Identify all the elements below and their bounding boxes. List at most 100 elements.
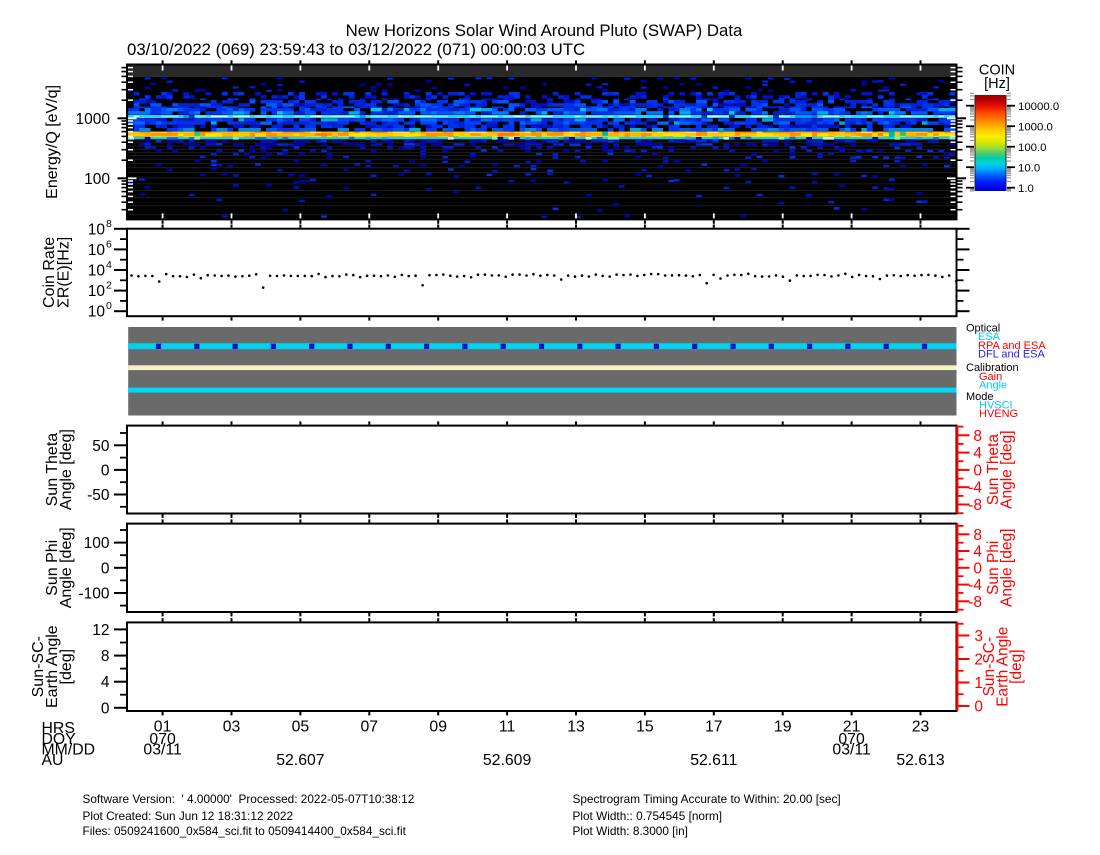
svg-text:0: 0 [101,560,110,577]
svg-text:03/10/2022 (069) 23:59:43 to 0: 03/10/2022 (069) 23:59:43 to 03/12/2022 … [127,40,585,59]
svg-text:Spectrogram Timing Accurate to: Spectrogram Timing Accurate to Within: 2… [573,792,841,806]
svg-text:ESA: ESA [978,331,1001,343]
svg-text:1: 1 [974,675,983,692]
svg-text:4: 4 [106,259,112,271]
svg-text:[Hz]: [Hz] [984,76,1010,92]
svg-text:Sun Phi: Sun Phi [44,540,61,596]
svg-text:10: 10 [88,304,106,321]
svg-text:Earth Angle: Earth Angle [995,627,1012,707]
svg-text:05: 05 [292,719,310,736]
svg-text:0: 0 [974,699,983,716]
svg-text:Software Version: ' 4.00000': Software Version: ' 4.00000' Processed: … [83,792,415,806]
svg-text:Plot Width: 8.3000 [in]: Plot Width: 8.3000 [in] [573,824,688,838]
svg-text:Sun-SC-: Sun-SC- [30,636,47,697]
svg-text:1.0: 1.0 [1018,183,1034,195]
svg-text:100: 100 [84,535,110,552]
svg-text:8: 8 [101,648,110,665]
svg-text:12: 12 [92,622,109,639]
svg-text:11: 11 [499,719,516,736]
svg-text:RPA and ESA: RPA and ESA [978,340,1046,352]
svg-text:[deg]: [deg] [1008,649,1025,683]
svg-text:52.611: 52.611 [690,752,737,769]
svg-text:52.609: 52.609 [483,752,532,769]
svg-text:17: 17 [705,719,723,736]
svg-text:Sun Phi: Sun Phi [985,541,1002,595]
svg-text:-4: -4 [968,480,982,497]
svg-text:09: 09 [429,719,447,736]
svg-text:10: 10 [88,242,106,259]
svg-text:03/11: 03/11 [143,742,182,759]
svg-text:Sun Theta: Sun Theta [985,434,1002,506]
svg-text:HVENG: HVENG [979,408,1018,420]
svg-text:070: 070 [838,731,865,748]
svg-text:Mode: Mode [966,391,994,403]
svg-text:Angle [deg]: Angle [deg] [999,529,1016,607]
svg-text:03/11: 03/11 [832,742,871,759]
svg-text:6: 6 [106,238,112,250]
svg-text:52.613: 52.613 [896,752,945,769]
svg-text:MM/DD: MM/DD [42,742,96,759]
svg-text:19: 19 [774,719,792,736]
svg-text:52.607: 52.607 [276,752,324,769]
svg-text:Coin Rate: Coin Rate [41,237,58,308]
svg-text:Plot Created: Sun Jun 12 18:31: Plot Created: Sun Jun 12 18:31:12 2022 [83,809,294,823]
svg-text:HVSCI: HVSCI [979,400,1013,412]
svg-text:Sun-SC-: Sun-SC- [981,637,998,696]
svg-text:HRS: HRS [42,720,75,737]
svg-text:10000.0: 10000.0 [1018,101,1059,113]
svg-text:[deg]: [deg] [58,649,75,685]
svg-text:-100: -100 [78,586,109,603]
svg-text:21: 21 [843,719,861,736]
svg-text:10: 10 [88,283,106,300]
svg-text:4: 4 [101,674,110,691]
svg-text:10: 10 [88,263,106,280]
svg-text:15: 15 [636,719,654,736]
svg-text:100.0: 100.0 [1018,142,1047,154]
svg-text:070: 070 [149,731,176,748]
svg-text:1000: 1000 [76,111,111,128]
svg-text:100: 100 [84,171,110,188]
svg-text:Files: 0509241600_0x584_sci.fi: Files: 0509241600_0x584_sci.fit to 05094… [83,824,407,838]
svg-text:0: 0 [106,300,112,312]
svg-text:4: 4 [973,445,982,462]
svg-text:2: 2 [974,652,983,669]
svg-text:07: 07 [361,719,379,736]
svg-text:13: 13 [567,719,585,736]
svg-text:0: 0 [101,462,110,479]
svg-text:0: 0 [973,462,982,479]
svg-text:DOY: DOY [42,731,77,748]
svg-text:3: 3 [974,628,983,645]
svg-text:Plot Width:: 0.754545 [norm]: Plot Width:: 0.754545 [norm] [573,809,723,823]
svg-text:50: 50 [92,438,110,455]
svg-text:01: 01 [154,719,172,736]
svg-text:Calibration: Calibration [966,362,1019,374]
svg-text:Energy/Q [eV/q]: Energy/Q [eV/q] [44,85,61,199]
svg-text:1000.0: 1000.0 [1018,122,1053,134]
svg-text:-50: -50 [87,487,110,504]
svg-text:Angle [deg]: Angle [deg] [999,430,1016,508]
svg-text:ΣR(E)[Hz]: ΣR(E)[Hz] [56,237,73,308]
svg-text:0: 0 [101,700,110,717]
svg-text:8: 8 [106,218,112,230]
svg-text:Angle [deg]: Angle [deg] [58,527,75,608]
svg-text:8: 8 [973,527,982,544]
svg-text:-4: -4 [968,577,982,594]
svg-text:03: 03 [223,719,241,736]
svg-text:2: 2 [106,280,112,292]
svg-text:-8: -8 [968,497,982,514]
svg-text:DFL and ESA: DFL and ESA [978,348,1046,360]
svg-text:10.0: 10.0 [1018,163,1040,175]
svg-text:AU: AU [42,752,64,769]
svg-text:23: 23 [912,719,930,736]
svg-text:Angle: Angle [979,380,1007,392]
svg-text:Gain: Gain [979,371,1002,383]
svg-text:4: 4 [973,544,982,561]
svg-text:Angle [deg]: Angle [deg] [58,429,75,510]
svg-text:0: 0 [973,560,982,577]
svg-text:New Horizons Solar Wind Around: New Horizons Solar Wind Around Pluto (SW… [346,21,743,40]
svg-text:Optical: Optical [966,323,1000,335]
svg-text:-8: -8 [968,594,982,611]
svg-text:Earth Angle: Earth Angle [44,625,61,708]
svg-text:COIN: COIN [979,63,1015,79]
svg-text:Sun Theta: Sun Theta [44,433,61,507]
